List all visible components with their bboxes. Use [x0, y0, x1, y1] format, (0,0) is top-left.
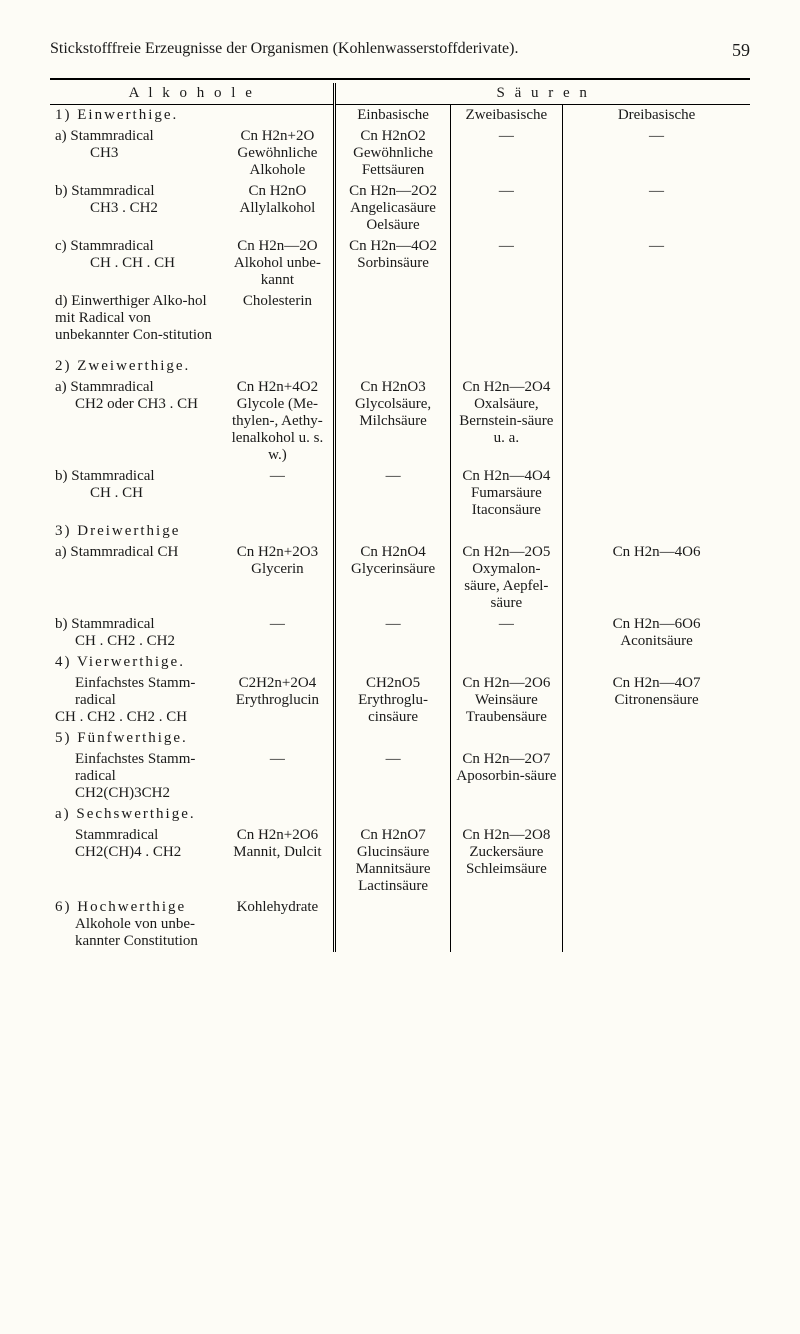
row-1d: d) Einwerthiger Alko-hol mit Radical von… — [50, 291, 221, 346]
dreibasische-header: Dreibasische — [563, 105, 750, 126]
section-3-title: 3) Dreiwerthige — [50, 521, 221, 542]
cell-3a-ein: Cn H2nO4Glycerinsäure — [335, 542, 450, 614]
cell-6-alk: Kohlehydrate — [221, 897, 335, 952]
cell-1c-alk: Cn H2n—2OAlkohol unbe-kannt — [221, 236, 335, 291]
section-6-title: 6) Hochwerthige Alkohole von unbe-kannte… — [50, 897, 221, 952]
alkohole-header: A l k o h o l e — [50, 83, 335, 105]
cell-2b-zwei: Cn H2n—4O4Fumarsäure Itaconsäure — [450, 466, 562, 521]
row-4a: Einfachstes Stamm-radical CH . CH2 . CH2… — [50, 673, 221, 728]
row-1a: a) Stammradical CH3 — [50, 126, 221, 181]
cell-1a-alk: Cn H2n+2OGewöhnliche Alkohole — [221, 126, 335, 181]
cell-4a-zwei: Cn H2n—2O6Weinsäure Traubensäure — [450, 673, 562, 728]
cell-1c-ein: Cn H2n—4O2Sorbinsäure — [335, 236, 450, 291]
cell-2a-alk: Cn H2n+4O2Glycole (Me-thylen-, Aethy-len… — [221, 377, 335, 466]
cell-4a-alk: C2H2n+2O4Erythroglucin — [221, 673, 335, 728]
section-5-title: 5) Fünfwerthige. — [50, 728, 221, 749]
cell-3a-alk: Cn H2n+2O3Glycerin — [221, 542, 335, 614]
row-1b: b) Stammradical CH3 . CH2 — [50, 181, 221, 236]
row-2a: a) Stammradical CH2 oder CH3 . CH — [50, 377, 221, 466]
cell-1b-ein: Cn H2n—2O2Angelicasäure Oelsäure — [335, 181, 450, 236]
einbasische-header: Einbasische — [335, 105, 450, 126]
section-5b-title: a) Sechswerthige. — [50, 804, 221, 825]
main-table: A l k o h o l e S ä u r e n 1) Einwerthi… — [50, 78, 750, 952]
zweibasische-header: Zweibasische — [450, 105, 562, 126]
cell-1a-ein: Cn H2nO2Gewöhnliche Fettsäuren — [335, 126, 450, 181]
cell-5b-alk: Cn H2n+2O6Mannit, Dulcit — [221, 825, 335, 897]
cell-5b-zwei: Cn H2n—2O8Zuckersäure Schleimsäure — [450, 825, 562, 897]
section-2-title: 2) Zweiwerthige. — [50, 356, 221, 377]
section-1-title: 1) Einwerthige. — [50, 105, 221, 126]
cell-3b-drei: Cn H2n—6O6Aconitsäure — [563, 614, 750, 652]
cell-5a-zwei: Cn H2n—2O7Aposorbin-säure — [450, 749, 562, 804]
cell-4a-ein: CH2nO5Erythroglu-cinsäure — [335, 673, 450, 728]
row-1c: c) Stammradical CH . CH . CH — [50, 236, 221, 291]
page-number: 59 — [732, 40, 750, 61]
cell-4a-drei: Cn H2n—4O7Citronensäure — [563, 673, 750, 728]
cell-3a-drei: Cn H2n—4O6 — [563, 542, 750, 614]
row-2b: b) Stammradical CH . CH — [50, 466, 221, 521]
running-title: Stickstofffreie Erzeugnisse der Organism… — [50, 40, 518, 57]
row-3a: a) Stammradical CH — [50, 542, 221, 614]
cell-2a-ein: Cn H2nO3Glycolsäure, Milchsäure — [335, 377, 450, 466]
row-5b: Stammradical CH2(CH)4 . CH2 — [50, 825, 221, 897]
cell-1d-alk: Cholesterin — [221, 291, 335, 346]
sauren-header: S ä u r e n — [335, 83, 750, 105]
page-header: Stickstofffreie Erzeugnisse der Organism… — [50, 40, 750, 58]
section-4-title: 4) Vierwerthige. — [50, 652, 221, 673]
cell-2a-zwei: Cn H2n—2O4Oxalsäure, Bernstein-säure u. … — [450, 377, 562, 466]
cell-3a-zwei: Cn H2n—2O5Oxymalon-säure, Aepfel-säure — [450, 542, 562, 614]
cell-5b-ein: Cn H2nO7Glucinsäure Mannitsäure Lactinsä… — [335, 825, 450, 897]
row-5a: Einfachstes Stamm-radical CH2(CH)3CH2 — [50, 749, 221, 804]
row-3b: b) Stammradical CH . CH2 . CH2 — [50, 614, 221, 652]
cell-1b-alk: Cn H2nOAllylalkohol — [221, 181, 335, 236]
